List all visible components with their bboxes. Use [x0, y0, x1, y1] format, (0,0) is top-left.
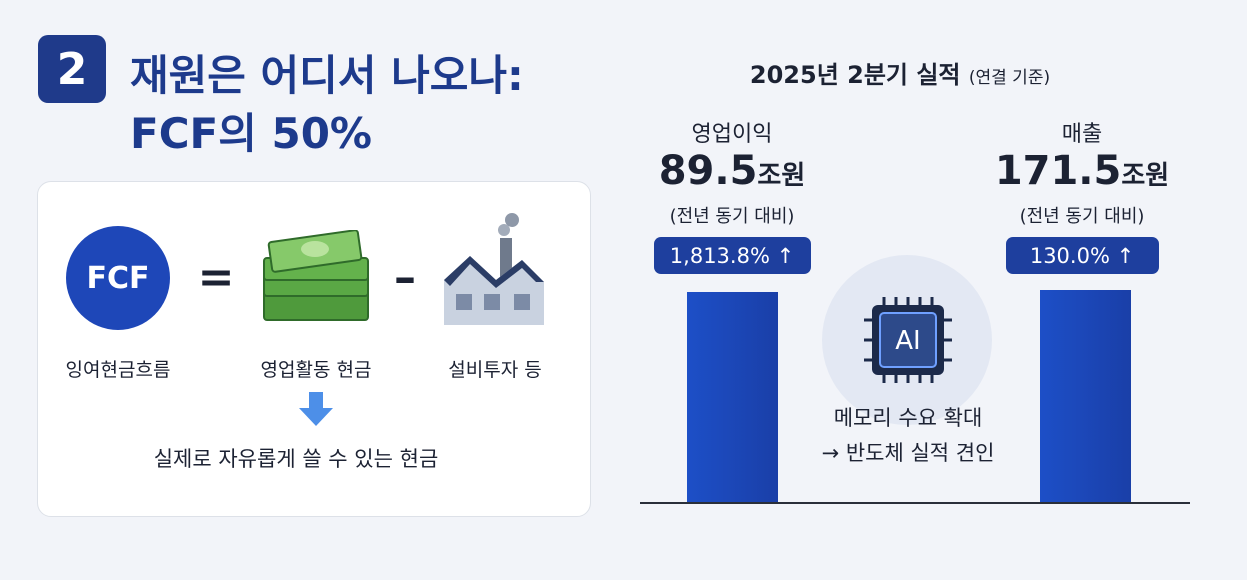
results-note: (연결 기준) — [968, 68, 1051, 88]
ai-text: 메모리 수요 확대 — [833, 406, 983, 430]
factory-icon — [444, 213, 544, 325]
section-badge: 2 — [38, 35, 106, 103]
title: FCF의 50% — [130, 109, 372, 158]
title: 재원은 어디서 나오나: — [130, 51, 524, 100]
metric-label: 매출 — [1061, 122, 1103, 147]
term-label: 영업활동 현금 — [260, 359, 372, 381]
metric-compare: (전년 동기 대비) — [669, 206, 795, 227]
equals-sign: = — [197, 252, 235, 303]
term-label: 잉여현금흐름 — [65, 359, 171, 381]
bar — [1040, 290, 1131, 502]
metric-value: 89.5조원 — [659, 148, 806, 194]
ai-text: → 반도체 실적 견인 — [821, 441, 995, 465]
result-text: 실제로 자유롭게 쓸 수 있는 현금 — [153, 447, 439, 471]
fcf-circle: FCF — [66, 226, 170, 330]
bar — [687, 292, 778, 502]
change-pill: 130.0% ↑ — [1005, 237, 1159, 274]
metric-value: 171.5조원 — [995, 148, 1169, 194]
results-title: 2025년 2분기 실적 (연결 기준) — [750, 55, 1050, 90]
metric-label: 영업이익 — [691, 122, 773, 147]
term-label: 설비투자 등 — [448, 359, 542, 381]
metric-unit: 조원 — [757, 161, 806, 191]
results-title-text: 2025년 2분기 실적 — [749, 61, 961, 89]
money-icon — [263, 230, 369, 321]
change-pill: 1,813.8% ↑ — [653, 237, 811, 274]
metric-number: 89.5 — [658, 148, 758, 194]
ai-chip-icon — [864, 297, 952, 383]
minus-sign: – — [394, 252, 416, 303]
down-arrow — [299, 392, 333, 426]
baseline — [640, 502, 1190, 504]
metric-compare: (전년 동기 대비) — [1019, 206, 1145, 227]
ai-chip-text: AI — [895, 326, 921, 356]
metric-number: 171.5 — [994, 148, 1122, 194]
metric-unit: 조원 — [1121, 161, 1170, 191]
